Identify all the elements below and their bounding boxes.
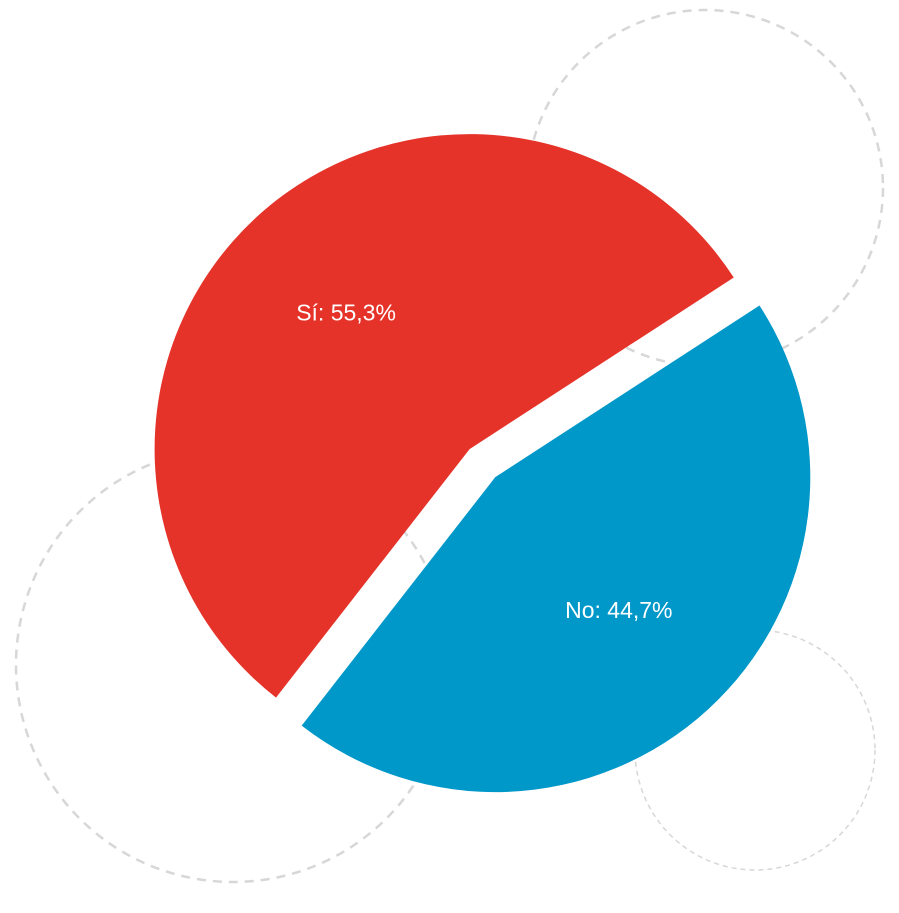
pie-labels: Sí: 55,3% No: 44,7% bbox=[296, 300, 672, 623]
slice-label-no: No: 44,7% bbox=[565, 597, 672, 623]
slice-label-si: Sí: 55,3% bbox=[296, 300, 396, 326]
pie-slice-si bbox=[154, 134, 734, 698]
pie-slices bbox=[154, 134, 811, 793]
decorative-dashed-circle-bottom-right bbox=[634, 629, 876, 871]
pie-slice-no bbox=[301, 305, 811, 793]
